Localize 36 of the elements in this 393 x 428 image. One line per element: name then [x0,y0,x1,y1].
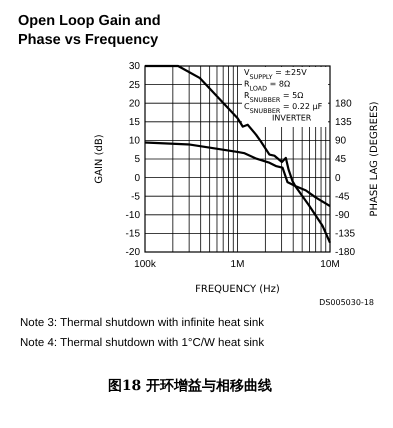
chart-title: Open Loop Gain and Phase vs Frequency [18,13,161,48]
annotation: INVERTER [272,114,312,123]
x-tick-label: 100k [134,259,157,270]
y2-tick-label: 90 [335,136,347,147]
caption: 图18 开环增益与相移曲线 [108,378,272,394]
y2-axis-title: PHASE LAG (DEGREES) [369,101,380,217]
y2-tick-label: -135 [335,228,356,240]
y-tick-label: 5 [134,154,140,166]
annotation: R$_{LOAD}$ = 8Ω [244,79,290,92]
y-tick-label: 15 [128,117,140,128]
y2-tick-label: 0 [335,172,341,184]
annotation: V$_{SUPPLY}$ = ±25V [244,68,308,81]
annotation: C$_{SNUBBER}$ = 0.22 μF [244,102,323,116]
y-tick-label: -15 [126,228,140,240]
y-tick-label: 25 [128,80,140,91]
y-axis-title: GAIN (dB) [94,134,105,184]
y-tick-label: 30 [128,61,140,72]
y2-tick-label: -180 [335,247,356,258]
y-tick-label: -20 [126,247,140,258]
text: DS005030-18 [319,298,374,307]
y-tick-label: 0 [134,172,140,184]
y2-tick-label: -45 [335,191,350,202]
text: Note 4: Thermal shutdown with 1°C/W heat sink [20,337,264,349]
x-tick-label: 1M [230,259,244,270]
x-axis-title: FREQUENCY (Hz) [195,284,280,295]
y-tick-label: -10 [126,210,140,221]
y-tick-label: 10 [128,136,140,147]
y-tick-label: -5 [131,191,140,202]
annotation: R$_{SNUBBER}$ = 5Ω [244,90,304,104]
text: Note 3: Thermal shutdown with infinite heat sink [20,317,264,329]
y2-tick-label: 135 [335,117,352,128]
y2-tick-label: -90 [335,210,350,221]
x-tick-label: 10M [320,259,340,270]
y2-tick-label: 45 [335,154,347,166]
y-tick-label: 20 [128,98,140,110]
y2-tick-label: 180 [335,98,352,110]
